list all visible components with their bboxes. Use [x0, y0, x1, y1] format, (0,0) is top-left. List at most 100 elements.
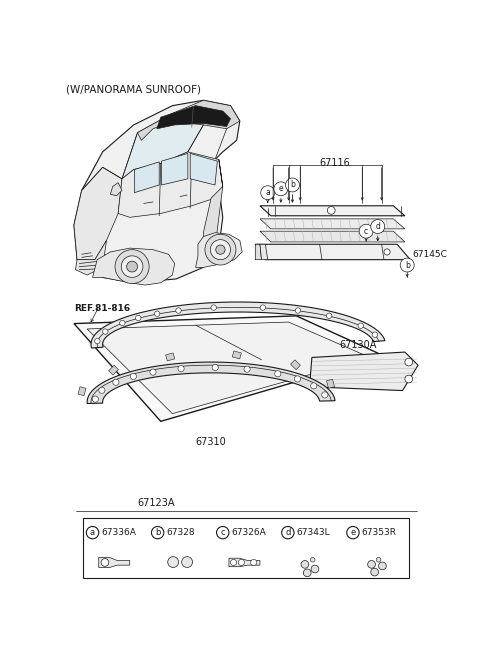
Circle shape — [301, 560, 309, 568]
Circle shape — [327, 207, 335, 215]
Circle shape — [86, 527, 99, 539]
Circle shape — [286, 178, 300, 192]
Circle shape — [211, 305, 216, 310]
Circle shape — [326, 313, 332, 318]
Bar — [78, 386, 86, 396]
Text: 67116: 67116 — [320, 158, 350, 168]
Circle shape — [113, 379, 119, 385]
Circle shape — [311, 558, 315, 562]
Bar — [232, 351, 241, 359]
Circle shape — [322, 392, 328, 398]
Polygon shape — [204, 159, 223, 268]
Circle shape — [121, 256, 143, 277]
Text: e: e — [278, 184, 283, 194]
Polygon shape — [162, 154, 188, 185]
Circle shape — [230, 560, 237, 565]
Polygon shape — [74, 167, 122, 260]
Text: 67326A: 67326A — [231, 528, 266, 537]
Text: 67145C: 67145C — [413, 250, 447, 258]
Circle shape — [260, 305, 265, 310]
Polygon shape — [74, 316, 384, 421]
Circle shape — [120, 320, 125, 325]
Circle shape — [371, 568, 379, 576]
Text: 67130A: 67130A — [339, 340, 376, 350]
Circle shape — [282, 527, 294, 539]
Text: 67328: 67328 — [166, 528, 195, 537]
Circle shape — [103, 329, 108, 335]
Polygon shape — [137, 100, 240, 140]
Text: (W/PANORAMA SUNROOF): (W/PANORAMA SUNROOF) — [66, 85, 201, 95]
Circle shape — [274, 182, 288, 195]
Circle shape — [176, 308, 181, 313]
Polygon shape — [87, 322, 370, 414]
Polygon shape — [87, 362, 335, 403]
Text: b: b — [405, 260, 409, 270]
Circle shape — [405, 375, 413, 383]
Circle shape — [303, 569, 311, 577]
Circle shape — [379, 562, 386, 570]
Circle shape — [368, 560, 375, 568]
Polygon shape — [91, 302, 385, 348]
Text: e: e — [350, 528, 356, 537]
Bar — [166, 353, 175, 361]
Text: c: c — [364, 227, 368, 236]
Circle shape — [311, 565, 319, 573]
Circle shape — [376, 558, 381, 562]
Polygon shape — [74, 100, 240, 283]
Polygon shape — [118, 152, 223, 217]
Circle shape — [152, 527, 164, 539]
Circle shape — [155, 311, 160, 316]
Circle shape — [168, 557, 179, 567]
Text: 67123A: 67123A — [137, 499, 175, 508]
Polygon shape — [122, 113, 204, 179]
Circle shape — [238, 560, 244, 565]
Circle shape — [150, 369, 156, 375]
Circle shape — [311, 382, 317, 389]
Circle shape — [405, 358, 413, 366]
Text: 67336A: 67336A — [101, 528, 136, 537]
Circle shape — [294, 376, 300, 382]
Circle shape — [372, 332, 378, 337]
Bar — [326, 379, 335, 388]
Circle shape — [216, 527, 229, 539]
Polygon shape — [75, 240, 107, 275]
Circle shape — [95, 338, 100, 344]
Circle shape — [261, 186, 275, 199]
Text: REF.81-816: REF.81-816 — [74, 304, 130, 314]
Bar — [290, 360, 300, 369]
Circle shape — [92, 396, 98, 402]
Polygon shape — [93, 248, 175, 285]
Circle shape — [178, 365, 184, 372]
Circle shape — [130, 373, 136, 379]
Circle shape — [216, 245, 225, 255]
Circle shape — [135, 316, 141, 321]
Circle shape — [359, 224, 373, 238]
Polygon shape — [260, 231, 405, 242]
Bar — [83, 518, 409, 578]
Text: b: b — [155, 528, 160, 537]
Circle shape — [295, 308, 301, 313]
Polygon shape — [229, 558, 260, 567]
Text: d: d — [285, 528, 290, 537]
Circle shape — [212, 365, 218, 371]
Text: d: d — [375, 222, 380, 231]
Text: 67310: 67310 — [196, 437, 227, 447]
Polygon shape — [157, 106, 230, 129]
Circle shape — [371, 220, 385, 234]
Bar — [108, 365, 119, 375]
Circle shape — [358, 323, 363, 329]
Polygon shape — [310, 352, 418, 390]
Text: b: b — [290, 180, 295, 190]
Circle shape — [115, 250, 149, 283]
Polygon shape — [260, 244, 268, 260]
Circle shape — [244, 366, 250, 372]
Polygon shape — [260, 206, 405, 216]
Circle shape — [99, 387, 105, 394]
Polygon shape — [196, 233, 242, 268]
Circle shape — [400, 258, 414, 272]
Circle shape — [205, 234, 236, 265]
Polygon shape — [99, 558, 130, 567]
Circle shape — [347, 527, 359, 539]
Polygon shape — [255, 244, 410, 260]
Circle shape — [127, 261, 137, 272]
